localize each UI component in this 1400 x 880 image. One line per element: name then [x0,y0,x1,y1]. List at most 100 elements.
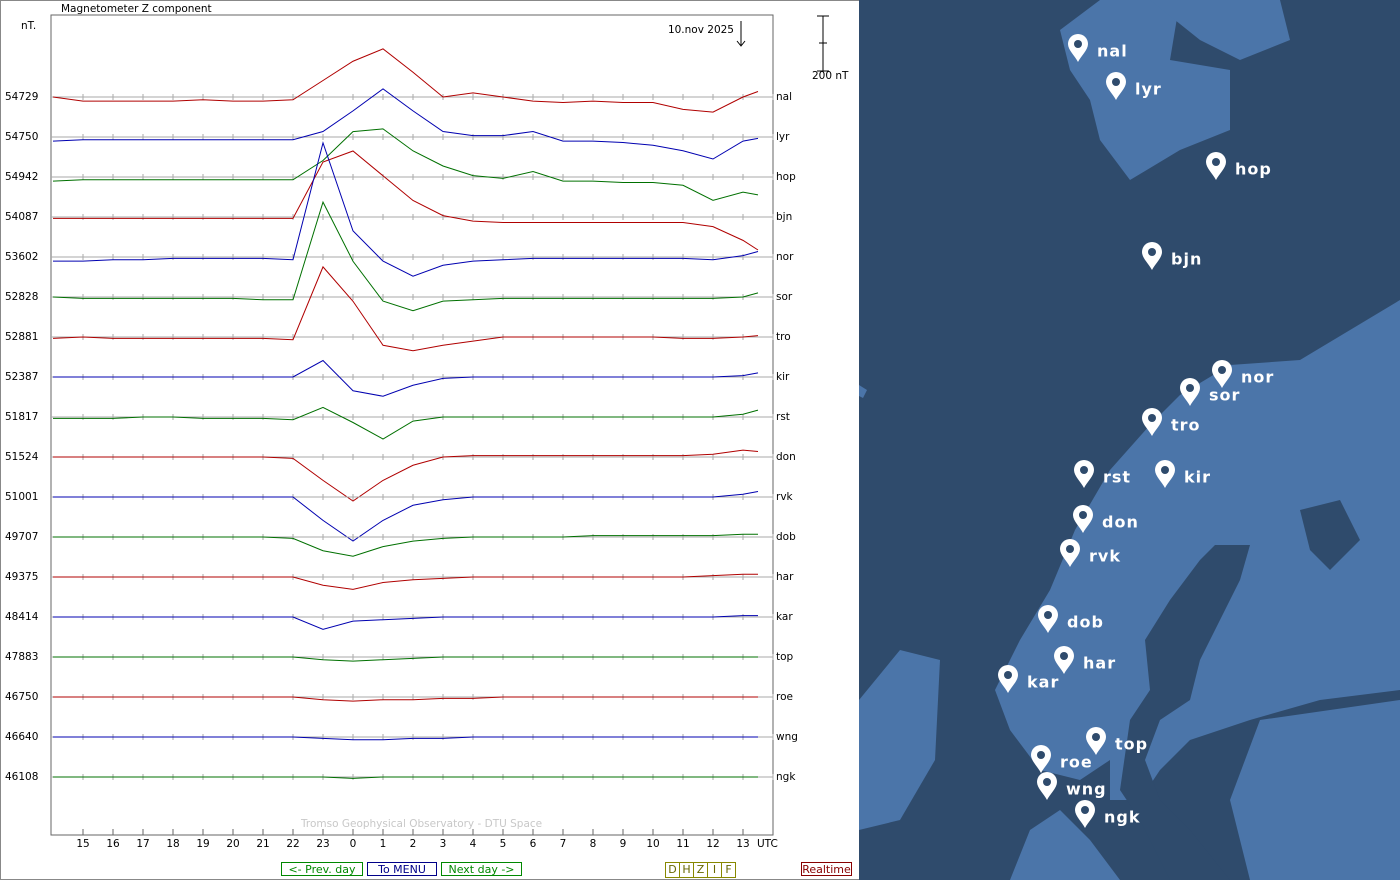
pin-dot [1092,733,1100,741]
station-code: lyr [776,131,790,143]
pin-label: wng [1066,780,1107,799]
hour-label: 18 [166,838,179,850]
station-code: don [776,451,796,463]
prev-day-button[interactable]: <- Prev. day [281,862,363,876]
pin-label: sor [1209,386,1240,405]
magnetogram: Magnetometer Z component nT. 10.nov 2025… [5,3,849,850]
baseline-value: 54729 [5,91,38,103]
component-button[interactable]: I [707,863,721,877]
pin [1206,152,1226,180]
trace [53,736,758,741]
pin-label: roe [1060,753,1093,772]
pin-dot [1212,158,1220,166]
pin [1142,242,1162,270]
pin-label: lyr [1135,80,1162,99]
plot-panel: Magnetometer Z component nT. 10.nov 2025… [0,0,860,880]
hour-label: 8 [590,838,597,850]
hour-label: 13 [736,838,749,850]
pin-dot [1081,806,1089,814]
hour-label: 9 [620,838,627,850]
pin-dot [1044,611,1052,619]
pin-dot [1186,384,1194,392]
pin-label: nor [1241,368,1274,387]
hour-label: 2 [410,838,417,850]
hour-label: 3 [440,838,447,850]
realtime-button[interactable]: Realtime [801,862,852,876]
station-code: dob [776,531,796,543]
trace [52,200,759,312]
pin-dot [1043,778,1051,786]
hour-label: 20 [226,838,239,850]
pin [1075,800,1095,828]
land [859,0,1400,880]
component-button[interactable]: F [721,863,735,877]
component-button[interactable]: Z [693,863,707,877]
baseline-value: 52828 [5,291,38,303]
baseline-value: 47883 [5,651,38,663]
pin-label: rvk [1089,547,1121,566]
next-day-button[interactable]: Next day -> [441,862,522,876]
station-code: wng [776,731,798,743]
pin [1038,605,1058,633]
pin-dot [1060,652,1068,660]
pin-label: tro [1171,416,1201,435]
pin [1073,505,1093,533]
baseline-value: 51524 [5,451,39,463]
date-label: 10.nov 2025 [668,24,734,36]
trace [52,265,759,352]
unit-label: nT. [21,20,36,32]
pin-dot [1112,78,1120,86]
station-code: kar [776,611,793,623]
trace [53,150,759,251]
pin-dot [1148,414,1156,422]
pin [1180,378,1200,406]
inland-seas [1120,500,1360,880]
hour-label: 7 [560,838,567,850]
component-button[interactable]: H [679,863,693,877]
component-button[interactable]: D [668,863,677,876]
baseline-value: 52387 [5,371,38,383]
station-code: rst [776,411,790,423]
station-code: nor [776,251,794,263]
trace [53,533,758,557]
menu-button[interactable]: To MENU [367,862,437,876]
baseline-value: 49707 [5,531,38,543]
pin [1106,72,1126,100]
station-code: top [776,651,794,663]
hour-label: 6 [530,838,537,850]
trace [53,491,759,542]
station-code: roe [776,691,793,703]
trace [53,696,758,702]
baseline-value: 54750 [5,131,38,143]
pin-dot [1066,545,1074,553]
station-code: kir [776,371,790,383]
pin [1086,727,1106,755]
pin [1037,772,1057,800]
pin [1074,460,1094,488]
hour-label: 10 [646,838,659,850]
time-unit: UTC [757,838,778,850]
hour-label: 17 [136,838,149,850]
pin-dot [1074,40,1082,48]
trace [53,656,758,662]
baseline-value: 46108 [5,771,38,783]
pin [1155,460,1175,488]
hour-label: 0 [350,838,357,850]
station-code: bjn [776,211,792,223]
pin-dot [1218,366,1226,374]
station-code: rvk [776,491,794,503]
pin-label: hop [1235,160,1272,179]
baseline-value: 49375 [5,571,38,583]
trace [53,615,758,630]
station-code: nal [776,91,792,103]
trace [53,141,759,277]
trace [52,48,759,113]
station-code: hop [776,171,796,183]
pin-dot [1080,466,1088,474]
station-code: sor [776,291,793,303]
pin-label: don [1102,513,1139,532]
hour-label: 12 [706,838,719,850]
